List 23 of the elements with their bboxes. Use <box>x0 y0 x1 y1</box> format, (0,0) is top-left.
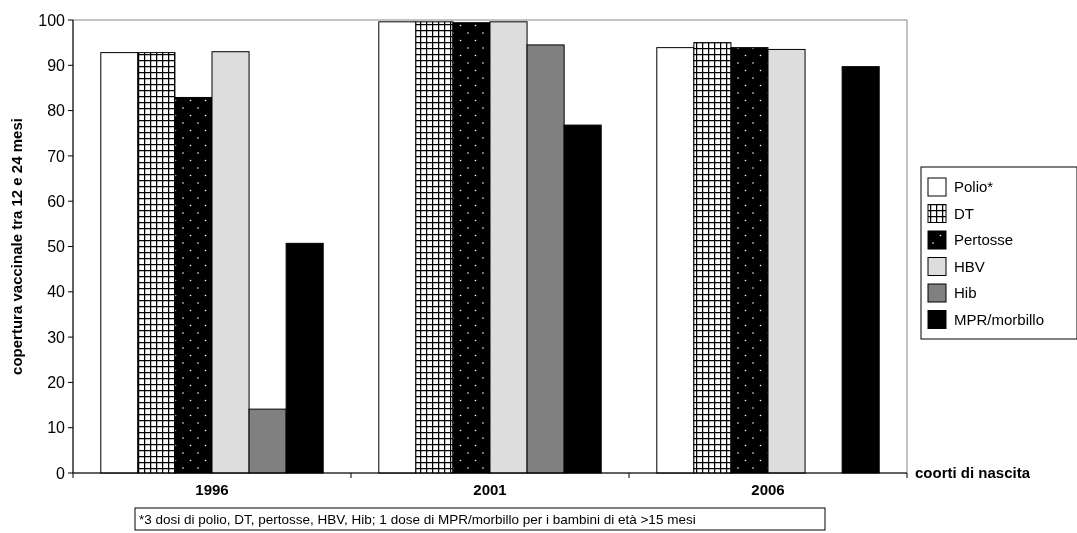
x-tick-label: 1996 <box>195 481 229 498</box>
legend-label: HBV <box>954 257 985 275</box>
y-axis-title: copertura vaccinale tra 12 e 24 mesi <box>8 118 25 375</box>
y-tick-label: 80 <box>47 102 66 120</box>
y-tick-label: 70 <box>47 147 66 165</box>
y-tick-label: 30 <box>47 328 66 346</box>
y-tick-label: 20 <box>47 374 66 391</box>
x-tick-label: 2006 <box>751 481 785 498</box>
y-tick-label: 0 <box>56 464 66 482</box>
legend-label: Pertosse <box>954 231 1014 249</box>
y-tick-label: 10 <box>47 419 66 437</box>
y-tick-label: 60 <box>47 192 66 210</box>
x-axis-title: coorti di nascita <box>915 464 1031 481</box>
y-tick-label: 90 <box>47 56 66 74</box>
legend-label: Hib <box>954 284 977 302</box>
legend-label: DT <box>954 204 974 222</box>
x-tick-label: 2001 <box>473 481 507 498</box>
y-tick-label: 40 <box>47 283 66 301</box>
legend-label: MPR/morbillo <box>954 310 1045 328</box>
y-tick-label: 100 <box>38 11 66 29</box>
legend-label: Polio* <box>954 178 994 196</box>
text: *3 dosi di polio, DT, pertosse, HBV, Hib; 1 dose di MPR/morbillo per i bambini di età >15 mesi <box>139 512 696 527</box>
y-tick-label: 50 <box>47 238 66 256</box>
